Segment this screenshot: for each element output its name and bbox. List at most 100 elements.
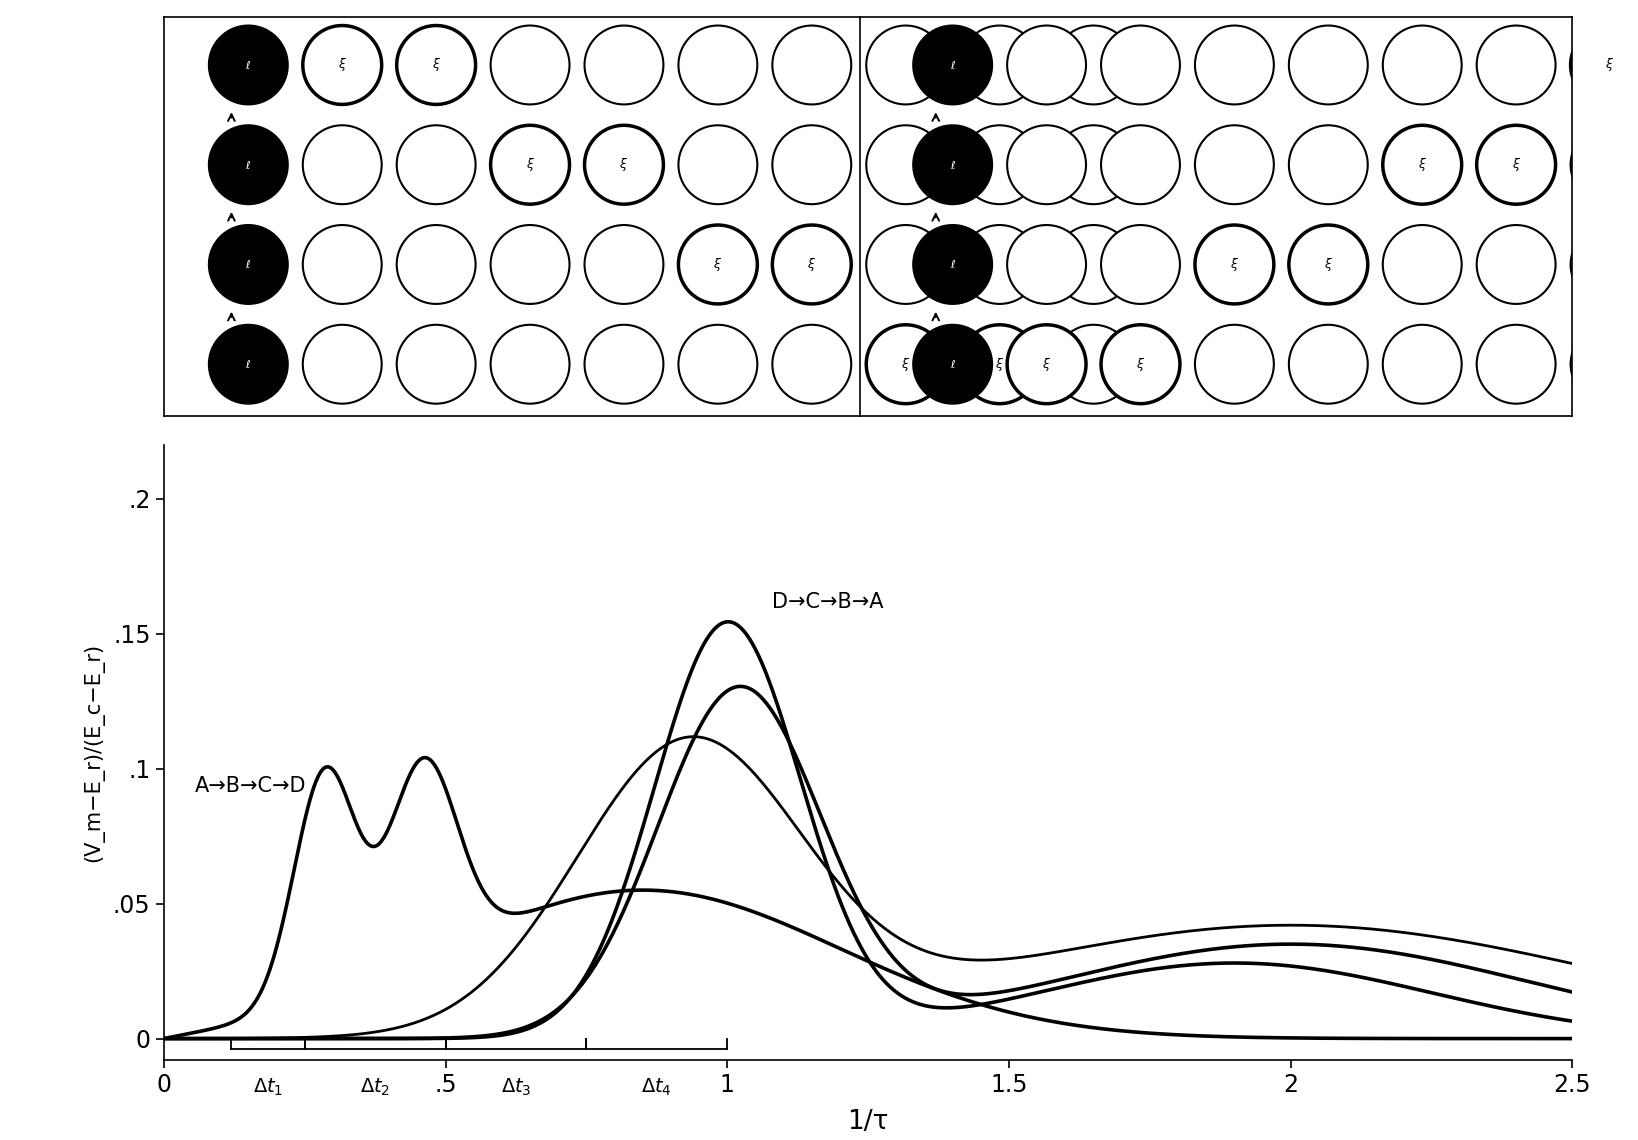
Text: D: D bbox=[914, 56, 927, 74]
Ellipse shape bbox=[1382, 225, 1461, 304]
Ellipse shape bbox=[396, 25, 475, 105]
Text: C: C bbox=[210, 255, 223, 274]
Ellipse shape bbox=[960, 125, 1038, 204]
Text: B: B bbox=[211, 156, 223, 173]
Ellipse shape bbox=[867, 225, 945, 304]
Ellipse shape bbox=[303, 225, 382, 304]
Ellipse shape bbox=[678, 225, 757, 304]
Text: A: A bbox=[211, 56, 223, 74]
Text: $\ell$: $\ell$ bbox=[950, 158, 955, 171]
Ellipse shape bbox=[960, 325, 1038, 404]
Ellipse shape bbox=[396, 325, 475, 404]
Ellipse shape bbox=[1196, 325, 1274, 404]
Ellipse shape bbox=[1007, 125, 1086, 204]
Ellipse shape bbox=[585, 25, 663, 105]
Text: C: C bbox=[914, 156, 927, 173]
Ellipse shape bbox=[1571, 325, 1638, 404]
Ellipse shape bbox=[1382, 25, 1461, 105]
Ellipse shape bbox=[1477, 125, 1556, 204]
Ellipse shape bbox=[1571, 125, 1638, 204]
Text: $\xi$: $\xi$ bbox=[619, 156, 629, 173]
Ellipse shape bbox=[1382, 125, 1461, 204]
Text: D→C→B→A: D→C→B→A bbox=[773, 592, 885, 612]
Ellipse shape bbox=[1477, 225, 1556, 304]
Text: $\xi$: $\xi$ bbox=[1417, 156, 1427, 173]
Text: $\Delta t_1$: $\Delta t_1$ bbox=[252, 1076, 283, 1098]
Text: $\xi$: $\xi$ bbox=[808, 256, 816, 272]
Ellipse shape bbox=[960, 225, 1038, 304]
Ellipse shape bbox=[1055, 125, 1133, 204]
Text: $\Delta t_3$: $\Delta t_3$ bbox=[501, 1076, 531, 1098]
Ellipse shape bbox=[1196, 25, 1274, 105]
Ellipse shape bbox=[1055, 225, 1133, 304]
Ellipse shape bbox=[303, 125, 382, 204]
Ellipse shape bbox=[1055, 325, 1133, 404]
Ellipse shape bbox=[914, 125, 993, 204]
Ellipse shape bbox=[867, 325, 945, 404]
Ellipse shape bbox=[1571, 225, 1638, 304]
Ellipse shape bbox=[1382, 325, 1461, 404]
Ellipse shape bbox=[914, 25, 993, 105]
Text: $\xi$: $\xi$ bbox=[526, 156, 534, 173]
Ellipse shape bbox=[210, 125, 288, 204]
Text: $\Delta t_2$: $\Delta t_2$ bbox=[360, 1076, 390, 1098]
Text: $\ell$: $\ell$ bbox=[246, 358, 251, 370]
Ellipse shape bbox=[1007, 325, 1086, 404]
Text: $\ell$: $\ell$ bbox=[246, 59, 251, 71]
Y-axis label: (V_m−E_r)/(E_c−E_r): (V_m−E_r)/(E_c−E_r) bbox=[84, 643, 105, 862]
Ellipse shape bbox=[1055, 25, 1133, 105]
Ellipse shape bbox=[773, 225, 852, 304]
Text: B: B bbox=[916, 255, 927, 274]
Ellipse shape bbox=[678, 325, 757, 404]
Text: $\xi$: $\xi$ bbox=[1324, 256, 1333, 272]
Text: $\ell$: $\ell$ bbox=[950, 259, 955, 270]
Ellipse shape bbox=[491, 125, 570, 204]
Ellipse shape bbox=[1571, 25, 1638, 105]
Text: $\ell$: $\ell$ bbox=[246, 259, 251, 270]
Ellipse shape bbox=[914, 225, 993, 304]
Ellipse shape bbox=[1289, 225, 1368, 304]
Text: $\Delta t_4$: $\Delta t_4$ bbox=[642, 1076, 672, 1098]
Ellipse shape bbox=[1196, 225, 1274, 304]
Ellipse shape bbox=[1196, 125, 1274, 204]
Text: D: D bbox=[210, 356, 223, 373]
Text: $\xi$: $\xi$ bbox=[1135, 356, 1145, 373]
Ellipse shape bbox=[1477, 25, 1556, 105]
Text: $\Delta t_3$: $\Delta t_3$ bbox=[1129, 255, 1153, 274]
Ellipse shape bbox=[396, 125, 475, 204]
Text: $\xi$: $\xi$ bbox=[901, 356, 911, 373]
Ellipse shape bbox=[585, 125, 663, 204]
Ellipse shape bbox=[773, 325, 852, 404]
Text: $\xi$: $\xi$ bbox=[713, 256, 722, 272]
Ellipse shape bbox=[1101, 125, 1179, 204]
Ellipse shape bbox=[585, 325, 663, 404]
Text: $\ell$: $\ell$ bbox=[950, 358, 955, 370]
Text: $\Delta t_4$: $\Delta t_4$ bbox=[1129, 355, 1153, 374]
Ellipse shape bbox=[678, 25, 757, 105]
Ellipse shape bbox=[1101, 25, 1179, 105]
Ellipse shape bbox=[773, 25, 852, 105]
Ellipse shape bbox=[1289, 25, 1368, 105]
Text: $\xi$: $\xi$ bbox=[431, 57, 441, 73]
Text: $\xi$: $\xi$ bbox=[1605, 57, 1615, 73]
Ellipse shape bbox=[491, 325, 570, 404]
Ellipse shape bbox=[960, 25, 1038, 105]
Ellipse shape bbox=[210, 25, 288, 105]
Ellipse shape bbox=[867, 25, 945, 105]
Text: $\Delta t_1$: $\Delta t_1$ bbox=[1129, 56, 1153, 74]
Ellipse shape bbox=[491, 225, 570, 304]
Text: $\xi$: $\xi$ bbox=[1230, 256, 1238, 272]
Ellipse shape bbox=[491, 25, 570, 105]
Text: $\xi$: $\xi$ bbox=[1512, 156, 1520, 173]
Ellipse shape bbox=[210, 225, 288, 304]
Text: $\ell$: $\ell$ bbox=[246, 158, 251, 171]
Ellipse shape bbox=[1289, 325, 1368, 404]
Ellipse shape bbox=[1101, 325, 1179, 404]
Ellipse shape bbox=[914, 325, 993, 404]
Ellipse shape bbox=[210, 325, 288, 404]
Ellipse shape bbox=[1477, 325, 1556, 404]
Ellipse shape bbox=[1007, 25, 1086, 105]
Ellipse shape bbox=[1101, 225, 1179, 304]
Ellipse shape bbox=[303, 25, 382, 105]
Ellipse shape bbox=[678, 125, 757, 204]
